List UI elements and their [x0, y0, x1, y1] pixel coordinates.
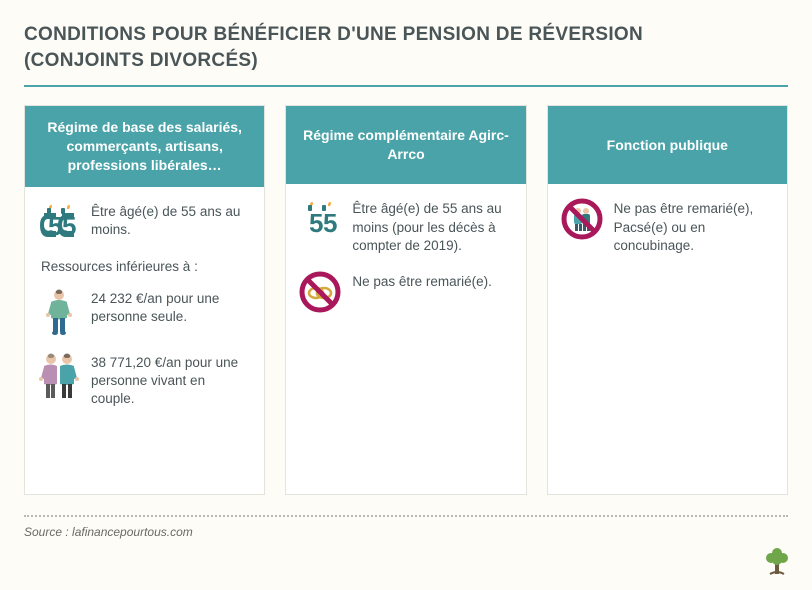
condition-text: Ne pas être remarié(e), Pacsé(e) ou en c… [614, 198, 775, 255]
person-couple-icon [37, 352, 81, 404]
svg-text:5: 5 [48, 211, 62, 241]
resource-text: 24 232 €/an pour une personne seule. [91, 288, 252, 326]
title-line-1: CONDITIONS POUR BÉNÉFICIER D'UNE PENSION… [24, 22, 788, 48]
resource-text: 38 771,20 €/an pour une personne vivant … [91, 352, 252, 409]
condition-text: Être âgé(e) de 55 ans au moins. [91, 201, 252, 239]
candles-55-icon: 5 5 [298, 198, 342, 240]
card-fonction-publique: Fonction publique [547, 105, 788, 495]
card-agirc-arrco: Régime complémentaire Agirc-Arrco 5 5 Êt… [285, 105, 526, 495]
resources-heading: Ressources inférieures à : [41, 259, 252, 274]
candles-55-icon: 5 5 [37, 201, 81, 243]
site-logo-icon [760, 544, 794, 578]
cards-row: Régime de base des salariés, commerçants… [24, 105, 788, 495]
person-single-icon [37, 288, 81, 336]
svg-text:5: 5 [62, 211, 76, 241]
page-title-block: CONDITIONS POUR BÉNÉFICIER D'UNE PENSION… [24, 22, 788, 73]
condition-text: Être âgé(e) de 55 ans au moins (pour les… [352, 198, 513, 255]
card-header: Régime complémentaire Agirc-Arrco [286, 106, 525, 184]
card-regime-base: Régime de base des salariés, commerçants… [24, 105, 265, 495]
resource-item: 38 771,20 €/an pour une personne vivant … [37, 352, 252, 409]
dotted-divider [24, 515, 788, 517]
top-divider [24, 85, 788, 87]
source-label: Source : lafinancepourtous.com [24, 525, 788, 539]
resource-item: 24 232 €/an pour une personne seule. [37, 288, 252, 336]
svg-text:5: 5 [323, 208, 337, 238]
card-body: 5 5 Être âgé(e) de 55 ans au moins (pour… [286, 184, 525, 327]
title-line-2: (CONJOINTS DIVORCÉS) [24, 48, 788, 74]
svg-text:5: 5 [309, 208, 323, 238]
no-rings-icon [298, 271, 342, 313]
condition-item: 5 5 Être âgé(e) de 55 ans au moins (pour… [298, 198, 513, 255]
condition-item: Ne pas être remarié(e), Pacsé(e) ou en c… [560, 198, 775, 255]
condition-item: 5 5 Être âgé(e) de 55 ans au moins. [37, 201, 252, 243]
no-couple-icon [560, 198, 604, 240]
card-body: 5 5 Être âgé(e) de 55 ans au moins. Ress… [25, 187, 264, 423]
card-body: Ne pas être remarié(e), Pacsé(e) ou en c… [548, 184, 787, 269]
card-header: Régime de base des salariés, commerçants… [25, 106, 264, 187]
card-header: Fonction publique [548, 106, 787, 184]
condition-item: Ne pas être remarié(e). [298, 271, 513, 313]
condition-text: Ne pas être remarié(e). [352, 271, 492, 291]
